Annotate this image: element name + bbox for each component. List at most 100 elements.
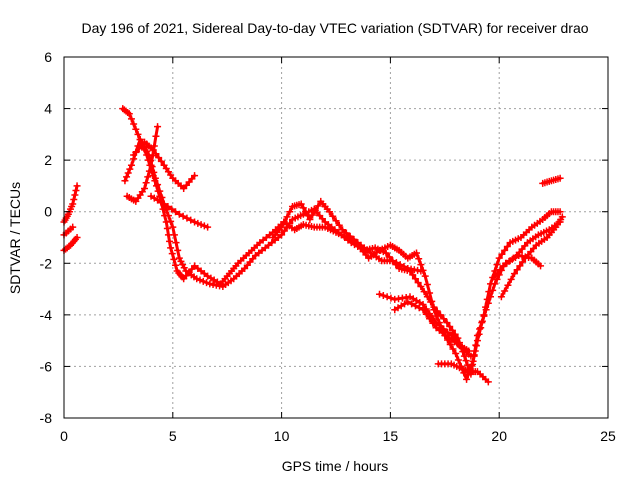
data-point (157, 157, 165, 165)
data-point (70, 195, 78, 203)
y-axis-label: SDTVAR / TECUs (7, 182, 23, 294)
data-point (325, 208, 333, 216)
data-point (121, 177, 129, 185)
data-point (476, 325, 484, 333)
data-point (408, 300, 416, 308)
data-point (286, 219, 294, 227)
data-point (332, 217, 340, 225)
y-tick-labels: -8 -6 -4 -2 0 2 4 6 (40, 49, 53, 426)
data-point (452, 350, 460, 358)
data-point (440, 315, 448, 323)
data-point (309, 211, 317, 219)
data-point (478, 319, 486, 327)
data-point (143, 147, 151, 155)
series-track-14 (497, 213, 566, 301)
data-point (168, 205, 176, 213)
data-point (164, 212, 172, 220)
data-point (280, 218, 288, 226)
data-point (194, 219, 202, 227)
data-point (152, 132, 160, 140)
data-point (446, 341, 454, 349)
data-point (339, 226, 347, 234)
data-point (396, 261, 404, 269)
data-point (306, 215, 314, 223)
data-point (145, 167, 153, 175)
data-point (172, 239, 180, 247)
data-point (203, 279, 211, 287)
y-tick-label-0: 0 (44, 204, 52, 220)
data-point (170, 255, 178, 263)
data-point (498, 250, 506, 258)
data-point (451, 330, 459, 338)
data-point (423, 293, 431, 301)
y-tick-label--6: -6 (40, 358, 53, 374)
data-point (125, 110, 133, 118)
data-point (286, 208, 294, 216)
data-point (400, 263, 408, 271)
data-point (473, 331, 481, 339)
data-point (516, 262, 524, 270)
data-point (404, 298, 412, 306)
data-point (419, 306, 427, 314)
data-point (507, 275, 515, 283)
data-point (376, 290, 384, 298)
chart-title: Day 196 of 2021, Sidereal Day-to-day VTE… (81, 20, 588, 36)
data-point (170, 231, 178, 239)
series-track-9 (269, 197, 425, 275)
data-point (134, 130, 142, 138)
data-point (152, 150, 160, 158)
data-point (297, 200, 305, 208)
data-point (387, 294, 395, 302)
data-point (144, 173, 152, 181)
data-point (462, 357, 470, 365)
data-point (142, 179, 150, 187)
data-point (423, 281, 431, 289)
x-tick-label-0: 0 (60, 428, 68, 444)
data-point (329, 212, 337, 220)
data-point (422, 310, 430, 318)
data-point (417, 282, 425, 290)
data-point (127, 161, 135, 169)
data-point (69, 223, 77, 231)
x-tick-label-5: 5 (169, 428, 177, 444)
data-point (141, 185, 149, 193)
y-tick-label--4: -4 (40, 307, 53, 323)
data-point (421, 272, 429, 280)
series-track-11 (391, 298, 473, 355)
data-point (169, 223, 177, 231)
data-point (491, 280, 499, 288)
data-point (172, 208, 180, 216)
data-point (179, 212, 187, 220)
data-point (168, 250, 176, 258)
data-point (484, 378, 492, 386)
data-point (504, 281, 512, 289)
data-point (489, 286, 497, 294)
data-point (154, 181, 162, 189)
y-tick-label--8: -8 (40, 410, 53, 426)
data-point (150, 168, 158, 176)
data-point (147, 161, 155, 169)
data-point (72, 186, 80, 194)
data-point (420, 288, 428, 296)
data-point (413, 249, 421, 257)
x-axis-label: GPS time / hours (282, 458, 389, 474)
data-point (314, 202, 322, 210)
data-point (283, 213, 291, 221)
data-point (513, 266, 521, 274)
data-point (164, 203, 172, 211)
data-point (472, 341, 480, 349)
data-point (126, 165, 134, 173)
data-point (446, 322, 454, 330)
data-point (69, 200, 77, 208)
data-point (280, 227, 288, 235)
data-point (123, 173, 131, 181)
data-point (167, 217, 175, 225)
data-point (426, 315, 434, 323)
data-point (558, 213, 566, 221)
data-point (197, 221, 205, 229)
data-point (191, 172, 199, 180)
data-point (409, 271, 417, 279)
x-tick-label-25: 25 (600, 428, 616, 444)
data-point (411, 302, 419, 310)
